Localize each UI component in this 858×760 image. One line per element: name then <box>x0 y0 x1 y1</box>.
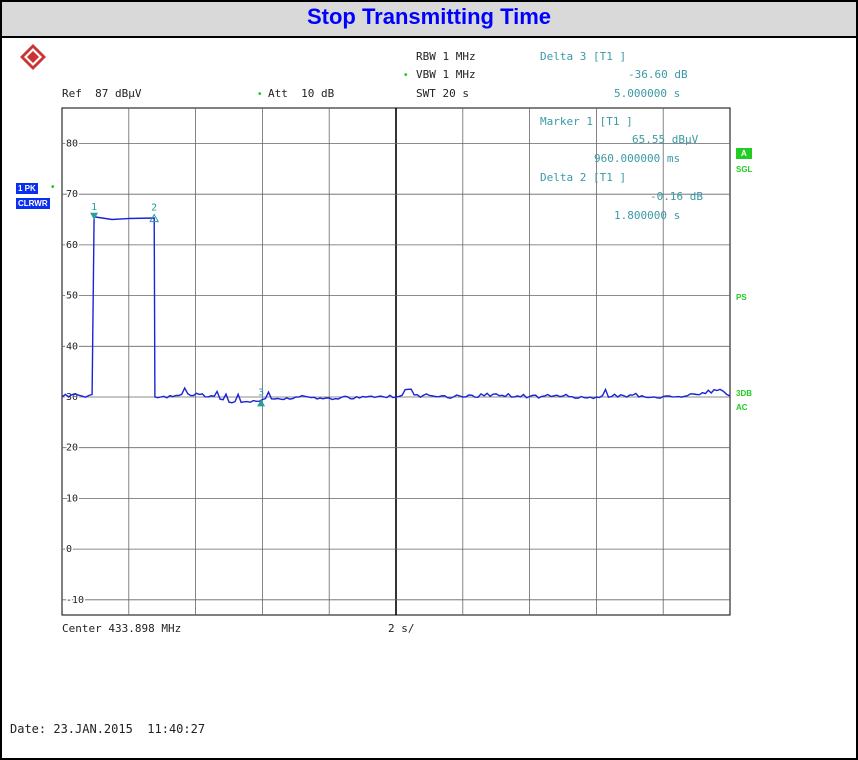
marker-1-symbol <box>90 212 99 220</box>
marker1-label: Marker 1 [T1 ] <box>540 115 633 128</box>
att-coupled-icon: • <box>258 89 262 100</box>
trace-mode-tag: CLRWR <box>16 198 50 209</box>
ref-level-readout: Ref 87 dBµV <box>62 87 142 100</box>
rohde-schwarz-logo-icon <box>20 44 46 70</box>
page-title: Stop Transmitting Time <box>306 4 552 29</box>
y-tick-label: 10 <box>66 493 78 504</box>
vbw-readout: VBW 1 MHz <box>416 68 476 81</box>
y-tick-label: 40 <box>66 341 78 352</box>
y-tick-label: 50 <box>66 291 78 302</box>
marker-layer: 1 2 3 <box>90 202 266 407</box>
ps-tag: PS <box>736 293 747 302</box>
swt-readout: SWT 20 s <box>416 87 469 100</box>
trace-detector-tag: 1 PK <box>16 183 38 194</box>
y-tick-label: 60 <box>66 240 78 251</box>
delta2-time: 1.800000 s <box>614 209 681 222</box>
marker-1-label: 1 <box>91 202 97 213</box>
vbw-coupled-icon: • <box>404 70 408 81</box>
sgl-tag: SGL <box>736 165 753 174</box>
delta3-time: 5.000000 s <box>614 87 681 100</box>
marker-2-label: 2 <box>151 203 157 214</box>
y-tick-label: 70 <box>66 189 78 200</box>
y-tick-label: 0 <box>66 544 72 555</box>
marker-3-symbol <box>257 399 266 407</box>
y-tick-label: -10 <box>66 595 84 606</box>
date-stamp: Date: 23.JAN.2015 11:40:27 <box>10 722 206 736</box>
center-frequency: Center 433.898 MHz <box>62 622 182 635</box>
y-tick-label: 80 <box>66 138 78 149</box>
trace-1 <box>61 216 731 404</box>
delta3-level: -36.60 dB <box>628 68 688 81</box>
marker-2-symbol <box>149 213 160 223</box>
trace-line <box>61 216 731 404</box>
delta3-label: Delta 3 [T1 ] <box>540 50 627 63</box>
marker1-time: 960.000000 ms <box>594 152 681 165</box>
marker-3-label: 3 <box>258 387 264 398</box>
marker1-level: 65.55 dBµV <box>632 133 699 146</box>
trace-coupled-icon: • <box>51 182 55 193</box>
attenuation-readout: Att 10 dB <box>268 87 335 100</box>
ac-tag: AC <box>736 403 748 412</box>
delta2-label: Delta 2 [T1 ] <box>540 171 627 184</box>
3db-tag: 3DB <box>736 389 753 398</box>
span-per-division: 2 s/ <box>388 622 415 635</box>
view-a-tag: A <box>736 148 752 159</box>
rbw-readout: RBW 1 MHz <box>416 50 476 63</box>
title-banner: Stop Transmitting Time <box>2 2 856 38</box>
delta2-level: -0.16 dB <box>650 190 703 203</box>
y-tick-label: 20 <box>66 443 78 454</box>
